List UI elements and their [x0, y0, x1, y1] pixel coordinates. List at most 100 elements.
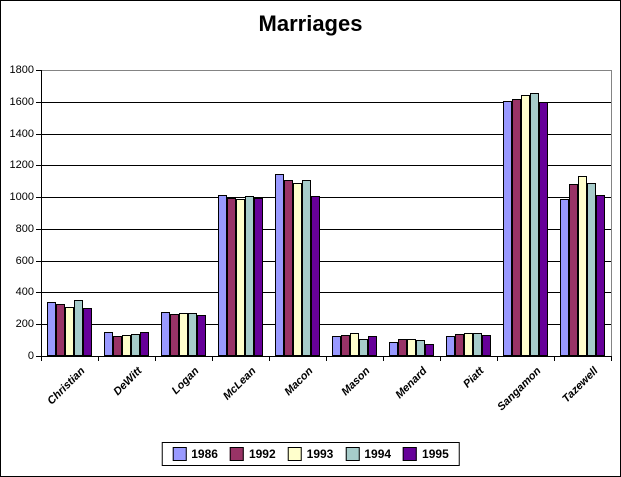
bar-sangamon-1995: [539, 102, 548, 356]
bar-menard-1994: [416, 340, 425, 356]
bar-christian-1986: [47, 302, 56, 356]
gridline-400: [41, 292, 611, 293]
gridline-200: [41, 324, 611, 325]
x-tick-8: [497, 357, 498, 361]
bar-logan-1995: [197, 315, 206, 356]
y-tick-600: [36, 261, 41, 262]
bar-tazewell-1986: [560, 199, 569, 356]
bar-mclean-1992: [227, 198, 236, 356]
x-axis-label-piatt: Piatt: [460, 365, 486, 391]
y-axis-label-1800: 1800: [9, 64, 34, 76]
bar-macon-1994: [302, 180, 311, 356]
legend-label-1992: 1992: [248, 447, 276, 461]
bar-dewitt-1992: [113, 336, 122, 356]
y-tick-200: [36, 324, 41, 325]
bar-piatt-1993: [464, 333, 473, 356]
y-axis-label-600: 600: [15, 255, 34, 267]
y-tick-1400: [36, 134, 41, 135]
bar-tazewell-1993: [578, 176, 587, 356]
bar-tazewell-1994: [587, 183, 596, 356]
bar-sangamon-1994: [530, 93, 539, 356]
legend-swatch-1995: [403, 447, 418, 461]
bar-mason-1994: [359, 339, 368, 356]
legend-item-1994: 1994: [345, 447, 391, 461]
y-tick-1200: [36, 165, 41, 166]
legend-swatch-1992: [229, 447, 244, 461]
bar-christian-1993: [65, 307, 74, 356]
bar-macon-1986: [275, 174, 284, 356]
legend-swatch-1993: [287, 447, 302, 461]
gridline-1800: [41, 70, 611, 71]
bar-sangamon-1986: [503, 101, 512, 356]
x-tick-0: [41, 357, 42, 361]
y-axis-label-1000: 1000: [9, 191, 34, 203]
gridline-1000: [41, 197, 611, 198]
x-axis-label-sangamon: Sangamon: [494, 365, 543, 414]
legend-item-1995: 1995: [403, 447, 449, 461]
bar-mclean-1994: [245, 196, 254, 356]
gridline-1200: [41, 165, 611, 166]
x-axis-label-logan: Logan: [169, 365, 201, 397]
bar-tazewell-1992: [569, 184, 578, 356]
gridline-1600: [41, 102, 611, 103]
bar-dewitt-1994: [131, 334, 140, 356]
legend: 1986 1992 1993 1994 1995: [161, 442, 460, 466]
y-axis-label-800: 800: [15, 223, 34, 235]
x-axis-label-macon: Macon: [281, 365, 315, 399]
chart-title: Marriages: [258, 11, 363, 36]
bar-dewitt-1995: [140, 332, 149, 356]
x-tick-2: [155, 357, 156, 361]
y-tick-1800: [36, 70, 41, 71]
gridline-600: [41, 261, 611, 262]
y-tick-1000: [36, 197, 41, 198]
bar-mason-1993: [350, 333, 359, 356]
bar-piatt-1995: [482, 335, 491, 356]
bar-piatt-1992: [455, 334, 464, 356]
gridline-1400: [41, 134, 611, 135]
legend-label-1995: 1995: [422, 447, 449, 461]
x-tick-6: [383, 357, 384, 361]
x-tick-1: [98, 357, 99, 361]
y-tick-400: [36, 292, 41, 293]
legend-item-1992: 1992: [229, 447, 276, 461]
y-axis-label-1600: 1600: [9, 96, 34, 108]
y-axis-line: [41, 70, 42, 357]
y-tick-800: [36, 229, 41, 230]
bar-logan-1994: [188, 313, 197, 356]
bar-mclean-1993: [236, 199, 245, 356]
legend-label-1994: 1994: [364, 447, 392, 461]
x-tick-3: [212, 357, 213, 361]
x-axis-label-menard: Menard: [392, 365, 429, 402]
plot-right-border: [611, 70, 612, 357]
legend-swatch-1986: [172, 447, 187, 461]
bar-menard-1992: [398, 339, 407, 356]
bar-christian-1994: [74, 300, 83, 356]
y-axis-label-400: 400: [15, 286, 34, 298]
bar-christian-1995: [83, 308, 92, 356]
gridline-800: [41, 229, 611, 230]
bar-sangamon-1992: [512, 99, 521, 356]
bar-macon-1995: [311, 196, 320, 356]
x-axis-line: [41, 356, 612, 357]
bar-christian-1992: [56, 304, 65, 356]
legend-label-1993: 1993: [306, 447, 334, 461]
x-tick-5: [326, 357, 327, 361]
x-axis-label-christian: Christian: [44, 365, 87, 408]
y-tick-0: [36, 356, 41, 357]
bar-logan-1992: [170, 314, 179, 356]
bar-mason-1986: [332, 336, 341, 356]
x-axis-label-dewitt: DeWitt: [110, 365, 144, 399]
bar-piatt-1994: [473, 333, 482, 356]
y-axis-label-1200: 1200: [9, 159, 34, 171]
bar-tazewell-1995: [596, 195, 605, 356]
legend-label-1986: 1986: [191, 447, 218, 461]
y-axis-label-200: 200: [15, 318, 34, 330]
x-axis-label-tazewell: Tazewell: [559, 365, 600, 406]
y-axis-label-1400: 1400: [9, 128, 34, 140]
bar-macon-1993: [293, 183, 302, 356]
x-tick-4: [269, 357, 270, 361]
x-tick-9: [554, 357, 555, 361]
bar-dewitt-1986: [104, 332, 113, 356]
bar-menard-1986: [389, 342, 398, 356]
